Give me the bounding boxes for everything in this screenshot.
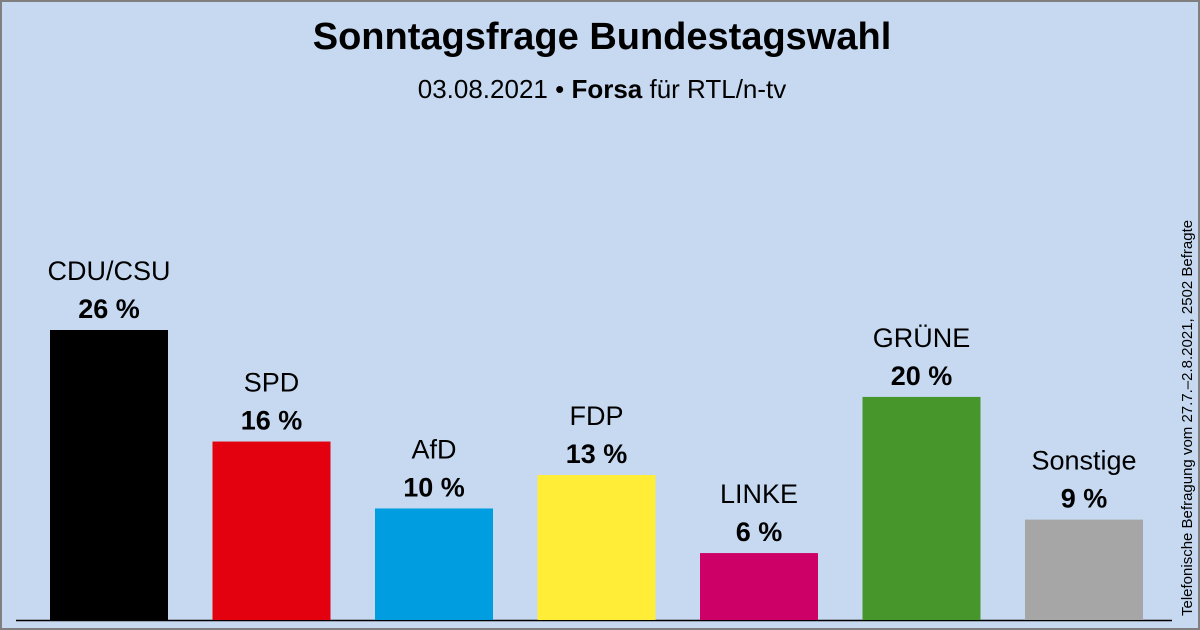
chart-title: Sonntagsfrage Bundestagswahl [312, 16, 892, 58]
category-label: FDP [570, 401, 624, 431]
category-label: GRÜNE [873, 323, 971, 353]
category-label: CDU/CSU [47, 256, 170, 286]
value-label: 26 % [78, 294, 140, 324]
bar-cdu-csu [50, 330, 168, 620]
chart-subtitle: 03.08.2021 • Forsa für RTL/n-tv [2, 74, 1198, 105]
value-label: 9 % [1061, 484, 1108, 514]
poll-date: 03.08.2021 [417, 74, 548, 104]
poll-client: für RTL/n-tv [642, 74, 787, 104]
subtitle-separator: • [547, 74, 572, 104]
bar-sonstige [1025, 519, 1143, 620]
category-label: AfD [411, 434, 456, 464]
value-label: 10 % [403, 472, 465, 502]
bar-linke [700, 553, 818, 620]
value-label: 6 % [736, 517, 783, 547]
category-label: Sonstige [1031, 446, 1136, 476]
value-label: 16 % [241, 406, 303, 436]
value-label: 13 % [566, 439, 628, 469]
category-label: LINKE [720, 479, 798, 509]
category-label: SPD [244, 368, 300, 398]
poll-institute: Forsa [571, 74, 643, 104]
value-label: 20 % [891, 361, 953, 391]
bar-grüne [862, 396, 981, 620]
survey-note: Telefonische Befragung vom 27.7.–2.8.202… [1179, 219, 1196, 616]
bar-fdp [537, 475, 656, 620]
bar-spd [212, 441, 331, 620]
bar-afd [375, 508, 493, 620]
